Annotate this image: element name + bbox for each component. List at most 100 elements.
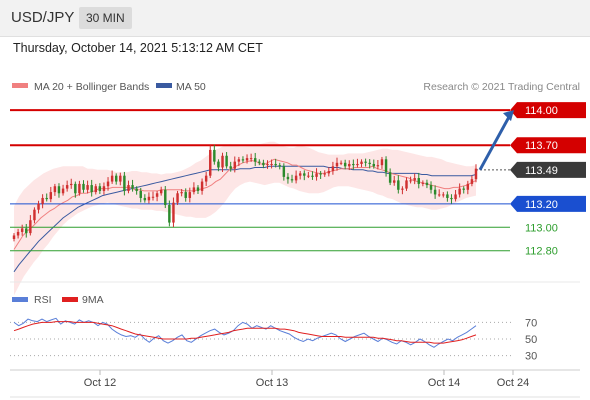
rsi-series-9MA (13, 321, 477, 344)
candle (127, 185, 130, 191)
candle (102, 186, 106, 191)
candle (37, 203, 40, 210)
ma50-legend-label: MA 50 (176, 81, 206, 93)
candle (249, 158, 253, 160)
x-tick-label: Oct 12 (84, 377, 116, 389)
ma50-legend-swatch (156, 83, 172, 88)
candle (65, 185, 69, 189)
level-tag-114.00 (510, 102, 586, 119)
candle (123, 175, 126, 191)
candle (233, 161, 237, 169)
candle (180, 192, 183, 194)
candle (86, 185, 89, 190)
candle (200, 181, 204, 191)
candle (303, 173, 306, 176)
candle (119, 175, 122, 182)
candle (270, 163, 273, 165)
candle (458, 188, 461, 195)
candle (290, 179, 294, 181)
candle (114, 175, 118, 182)
rsi-series-RSI (13, 317, 477, 348)
candle (380, 159, 384, 166)
candle (168, 204, 171, 223)
candle (41, 197, 44, 204)
candle (286, 176, 290, 180)
candle (425, 182, 429, 186)
candle (376, 165, 380, 167)
candle (94, 186, 97, 193)
candle (151, 196, 155, 198)
candle (331, 166, 335, 172)
candle (196, 187, 200, 191)
forecast-arrow-head (503, 110, 514, 122)
candle (450, 197, 453, 200)
candle (307, 175, 310, 177)
ma50-line (13, 165, 477, 273)
candle (49, 192, 53, 200)
candle (274, 163, 277, 166)
candle (237, 159, 241, 162)
level-tag-113.70 (510, 137, 586, 154)
candle (437, 194, 441, 196)
candle (164, 189, 167, 205)
candle (405, 180, 408, 189)
candle (298, 173, 302, 176)
candle (213, 149, 216, 162)
chart-timestamp: Thursday, October 14, 2021 5:13:12 AM CE… (13, 41, 263, 55)
credit-text: Research © 2021 Trading Central (423, 81, 580, 93)
candle (139, 190, 142, 198)
rsi-ma-legend-label: 9MA (82, 294, 104, 306)
candle (70, 183, 73, 186)
candle (16, 231, 20, 236)
candle (397, 180, 400, 190)
level-label-113.70: 113.70 (525, 140, 558, 152)
candle (225, 155, 228, 167)
rsi-legend-swatch (12, 297, 28, 302)
candle (417, 178, 420, 184)
candle (192, 187, 196, 193)
candle (53, 186, 57, 193)
candle (294, 175, 298, 181)
candle (217, 161, 220, 168)
candle (409, 180, 412, 182)
candle (352, 163, 355, 166)
candle (384, 159, 388, 173)
candle (262, 162, 265, 166)
candle (20, 228, 24, 232)
timeframe-button[interactable]: 30 MIN (79, 7, 132, 29)
candle (364, 161, 367, 163)
price-layer: 114.00 113.70 113.49 113.20 113.00 112.80 (10, 102, 586, 296)
candle (25, 228, 28, 234)
candle (159, 189, 163, 194)
level-label-113.20: 113.20 (525, 199, 558, 211)
candle (315, 173, 318, 177)
candle (311, 175, 314, 177)
rsi-tick-label: 30 (525, 351, 537, 363)
candle (462, 188, 465, 190)
candle (388, 172, 392, 183)
rsi-ma-legend-swatch (62, 297, 78, 302)
candle (45, 197, 48, 200)
symbol-title: USD/JPY (11, 9, 75, 26)
ma20-legend-swatch (12, 83, 28, 88)
candle (57, 186, 61, 194)
candle (278, 165, 281, 167)
candle (335, 162, 339, 167)
candle (474, 168, 478, 180)
candle (110, 175, 114, 182)
candle (282, 166, 286, 177)
x-tick-label: Oct 14 (428, 377, 460, 389)
candle (323, 173, 326, 175)
candle (172, 202, 175, 223)
candle (82, 183, 85, 190)
candle (61, 188, 65, 194)
candle (343, 162, 347, 167)
candle (12, 235, 16, 239)
candle (368, 162, 371, 164)
candle (429, 185, 433, 190)
candle (204, 175, 208, 182)
candle (241, 159, 245, 161)
forecast-arrow-shaft (478, 114, 512, 171)
bollinger-band (14, 141, 476, 296)
level-label-113.00: 113.00 (525, 222, 558, 234)
